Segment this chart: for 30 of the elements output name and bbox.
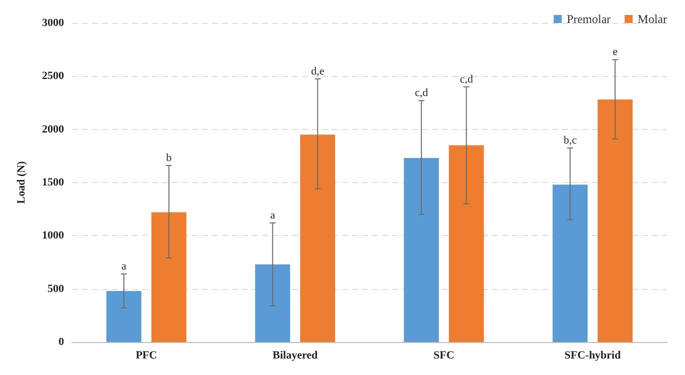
annotation: d,e bbox=[311, 65, 324, 78]
annotation: a bbox=[270, 209, 276, 222]
y-tick-label: 3000 bbox=[42, 17, 64, 29]
y-tick-label: 1000 bbox=[42, 230, 64, 242]
annotation: b,c bbox=[564, 134, 577, 146]
x-tick-label: Bilayered bbox=[272, 350, 318, 362]
x-tick-label: SFC-hybrid bbox=[564, 350, 621, 362]
annotation: b bbox=[166, 152, 172, 164]
annotation: e bbox=[612, 46, 618, 58]
y-tick-label: 1500 bbox=[42, 176, 64, 188]
bar bbox=[448, 145, 484, 342]
annotation: a bbox=[121, 260, 126, 272]
x-tick-label: PFC bbox=[136, 350, 158, 362]
bar bbox=[300, 134, 336, 342]
bar bbox=[151, 212, 186, 342]
y-tick-label: 0 bbox=[58, 336, 64, 348]
annotation: c,d bbox=[414, 87, 428, 100]
bar bbox=[255, 264, 290, 342]
legend-label: Premolar bbox=[566, 12, 611, 26]
y-axis-title: Load (N) bbox=[16, 160, 28, 204]
bar bbox=[552, 184, 588, 342]
legend-label: Molar bbox=[638, 12, 668, 26]
annotation: c,d bbox=[460, 73, 474, 86]
x-tick-label: SFC bbox=[433, 350, 454, 362]
bar bbox=[106, 290, 142, 342]
bar bbox=[404, 158, 439, 342]
y-tick-label: 2000 bbox=[42, 123, 64, 136]
y-tick-label: 500 bbox=[48, 282, 64, 295]
bar bbox=[598, 100, 633, 342]
y-tick-label: 2500 bbox=[42, 70, 64, 82]
